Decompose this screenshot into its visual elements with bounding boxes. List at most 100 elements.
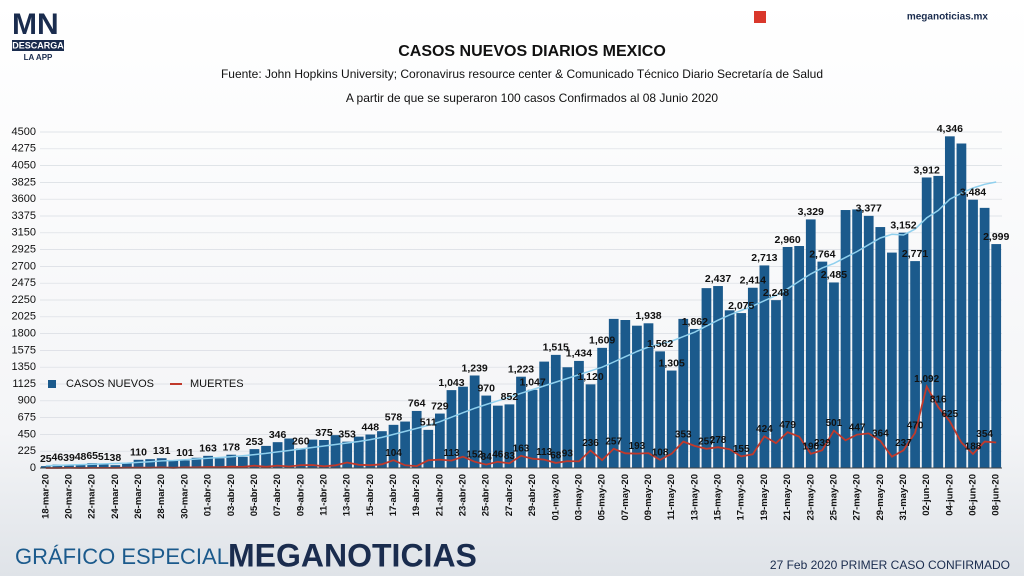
data-label: 131 [153, 445, 171, 457]
bar [759, 265, 770, 468]
bar [377, 431, 387, 468]
data-label: 2,771 [902, 248, 928, 260]
data-label: 152 [466, 449, 483, 460]
logo-sub: LA APP [24, 53, 53, 62]
x-tick-label: 29-may-20 [875, 474, 886, 520]
bar [724, 310, 735, 468]
logo: MN [12, 8, 59, 41]
bar [829, 282, 839, 468]
bar [910, 261, 920, 468]
y-tick-label: 1800 [12, 328, 36, 340]
y-tick-label: 3150 [12, 227, 36, 239]
data-label: 1,515 [543, 342, 569, 354]
y-tick-label: 225 [18, 445, 36, 457]
bar [678, 318, 689, 468]
bar [284, 438, 295, 468]
x-tick-label: 20-mar-20 [63, 474, 74, 519]
x-tick-label: 13-abr-20 [342, 474, 353, 516]
bar [237, 456, 248, 468]
data-label: 578 [385, 412, 403, 424]
footer-label: GRÁFICO ESPECIAL [15, 544, 229, 569]
data-label: 113 [536, 447, 553, 458]
data-label: 816 [930, 395, 947, 406]
data-label: 65 [86, 450, 98, 462]
bar [400, 421, 410, 468]
bar [388, 424, 399, 468]
bar [875, 227, 886, 468]
bar [133, 459, 144, 468]
bar [991, 244, 1002, 468]
bar [643, 323, 654, 468]
bar [574, 360, 584, 468]
data-label: 190 [802, 441, 819, 452]
data-label: 257 [698, 436, 715, 447]
data-label: 93 [562, 449, 574, 460]
bar [446, 390, 457, 468]
bar [504, 404, 515, 468]
data-label: 113 [443, 448, 460, 459]
bar [620, 320, 631, 468]
bar [898, 232, 909, 468]
bar [805, 219, 816, 468]
bar [979, 207, 990, 468]
data-label: 479 [779, 420, 796, 431]
bar [736, 313, 747, 468]
data-label: 1,047 [519, 377, 545, 389]
data-label: 4,346 [937, 123, 963, 135]
data-label: 2,437 [705, 273, 731, 285]
y-tick-label: 3375 [12, 210, 36, 222]
data-label: 346 [269, 429, 287, 441]
bar [64, 465, 74, 468]
data-label: 1,043 [438, 377, 464, 389]
data-label: 2,485 [821, 269, 847, 281]
x-tick-label: 24-mar-20 [110, 474, 121, 519]
data-label: 3,912 [914, 164, 940, 176]
data-label: 163 [513, 443, 530, 454]
bar [52, 464, 63, 468]
data-label: 68 [550, 451, 562, 462]
data-label: 353 [338, 428, 356, 440]
bar [98, 464, 109, 468]
data-label: 448 [362, 421, 380, 433]
bar [261, 445, 271, 468]
bar [342, 441, 353, 468]
data-label: 188 [965, 442, 982, 453]
legend-swatch [48, 380, 56, 388]
bar [655, 351, 665, 468]
y-tick-label: 1125 [12, 378, 36, 390]
data-label: 257 [605, 436, 622, 447]
line [45, 384, 997, 469]
data-label: 46 [52, 451, 64, 463]
bar [921, 177, 932, 469]
bar [632, 325, 642, 468]
bar [411, 410, 422, 468]
data-label: 193 [629, 441, 646, 452]
bar [307, 439, 318, 468]
data-label: 511 [420, 417, 437, 429]
x-tick-label: 03-abr-20 [226, 474, 237, 516]
bar [933, 175, 944, 469]
y-tick-label: 2025 [12, 311, 36, 323]
bar [214, 458, 225, 468]
data-label: 108 [652, 448, 669, 459]
bar [527, 389, 538, 468]
x-tick-label: 25-abr-20 [481, 474, 492, 516]
x-tick-label: 01-abr-20 [203, 474, 214, 516]
footer-brand: MEGANOTICIAS [228, 537, 477, 573]
x-tick-label: 25-may-20 [828, 474, 839, 520]
bar [156, 458, 167, 468]
bar [122, 462, 132, 468]
bar [40, 466, 51, 468]
y-tick-label: 900 [18, 395, 36, 407]
trend-line [45, 181, 997, 467]
data-label: 764 [408, 398, 426, 410]
x-tick-label: 09-may-20 [643, 474, 654, 520]
x-tick-label: 06-jun-20 [968, 474, 979, 516]
data-label: 3,484 [960, 187, 986, 199]
x-tick-label: 13-may-20 [689, 474, 700, 520]
icon [754, 11, 766, 23]
x-tick-label: 28-mar-20 [156, 474, 167, 519]
data-label: 101 [176, 447, 194, 459]
bar [771, 300, 781, 468]
